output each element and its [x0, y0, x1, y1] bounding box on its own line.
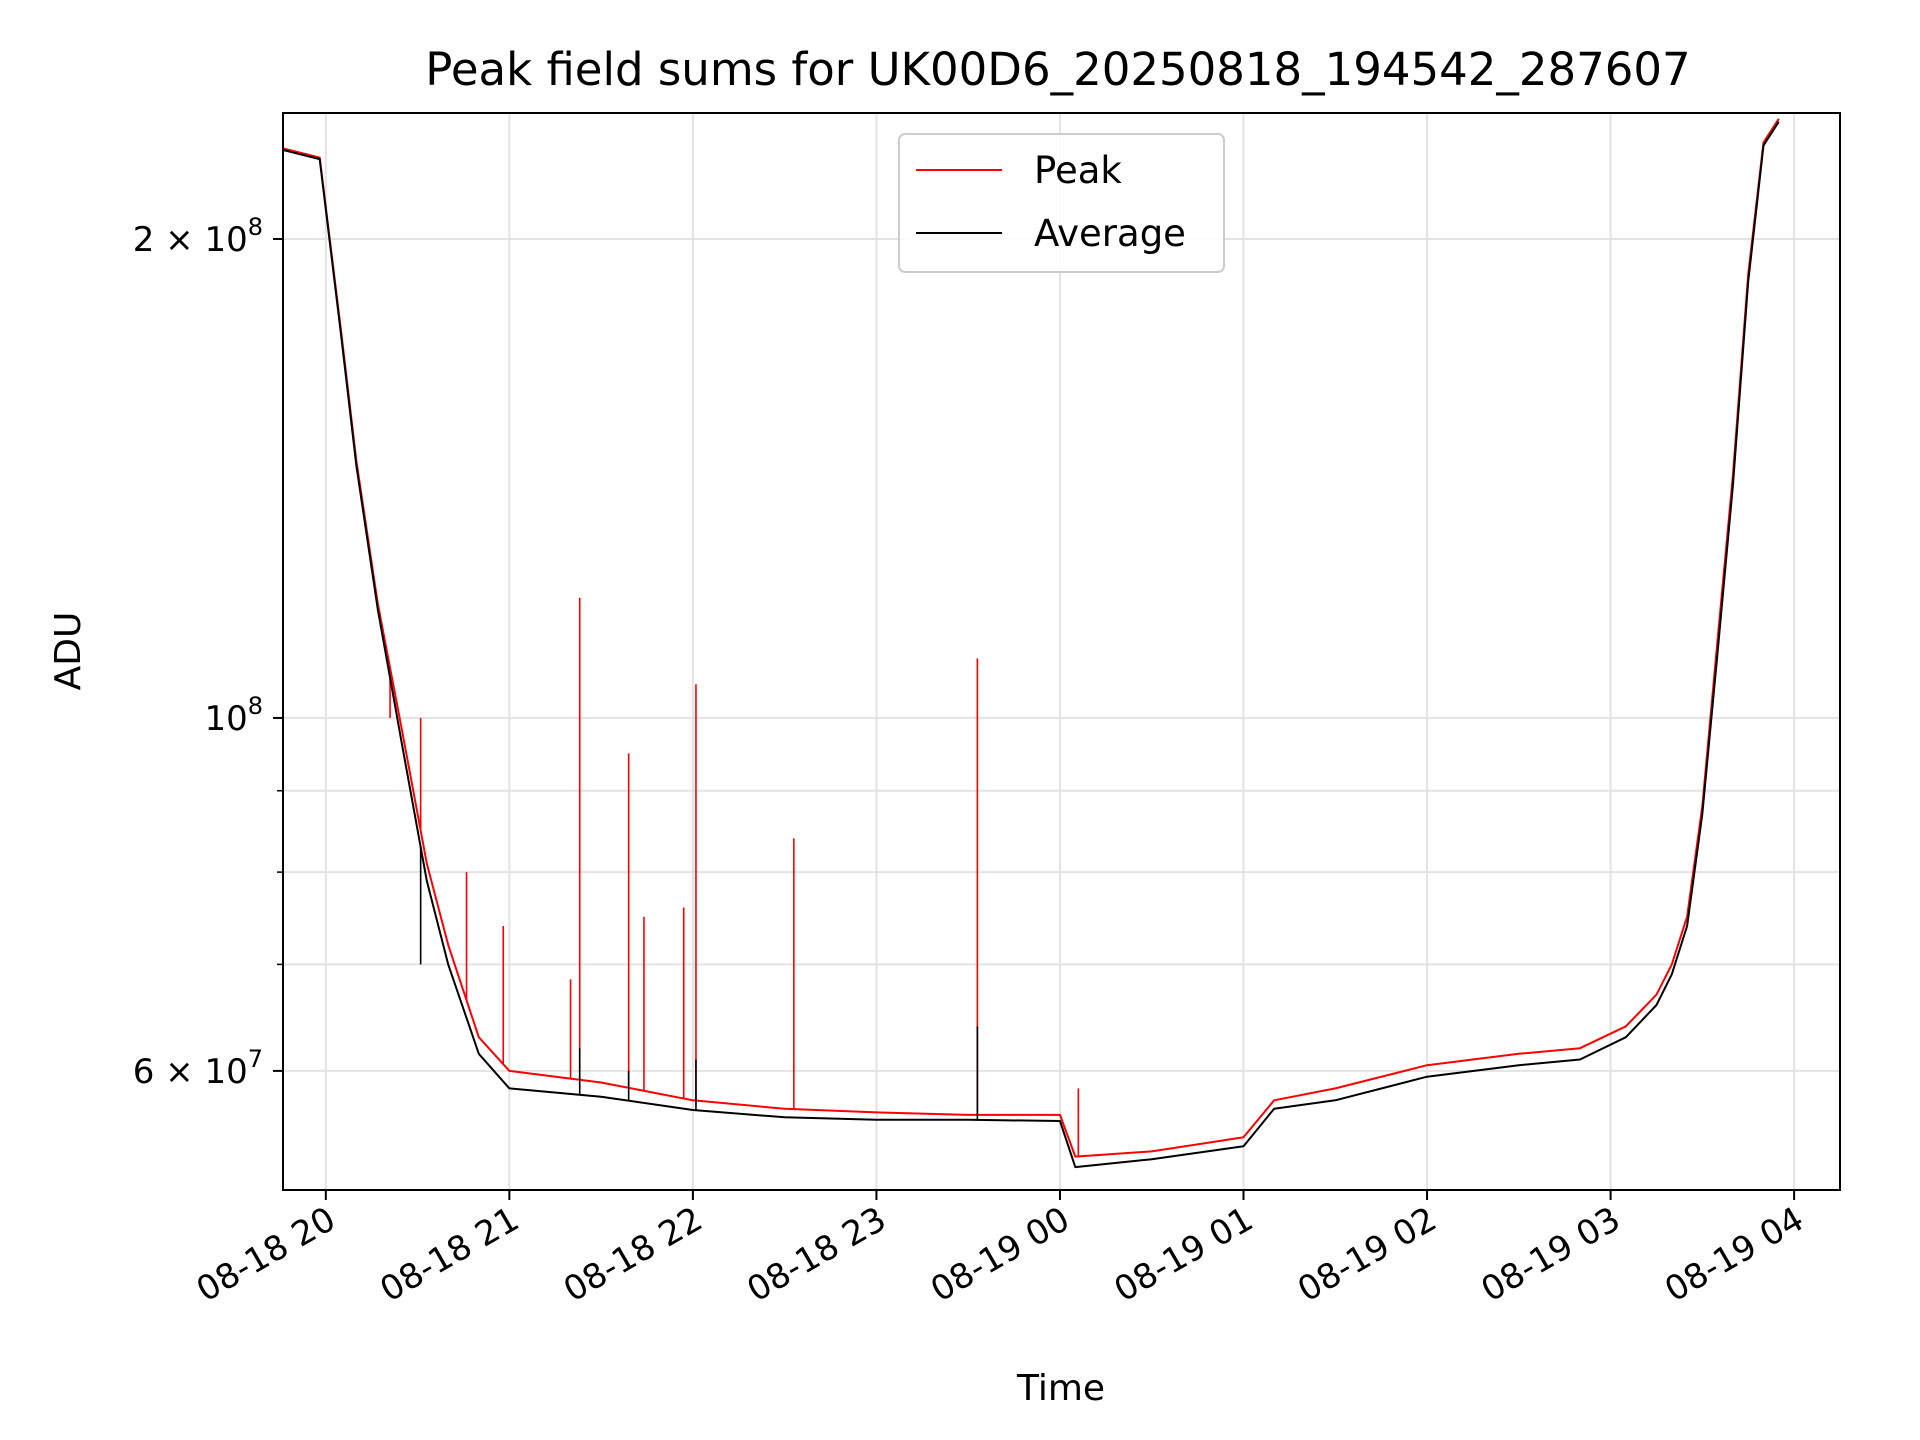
- series-line-peak: [283, 118, 1780, 1158]
- y-tick-exponent: 8: [248, 692, 263, 720]
- plot-frame: [282, 112, 1841, 1191]
- y-tick-mantissa: 2 × 10: [133, 220, 248, 260]
- y-tick-exponent: 7: [248, 1045, 263, 1073]
- x-axis-label: Time: [1016, 1368, 1105, 1409]
- y-tick-label: 108: [204, 692, 263, 739]
- series-line-average: [283, 121, 1780, 1169]
- chart-title: Peak field sums for UK00D6_20250818_1945…: [425, 43, 1690, 96]
- legend-label-average: Average: [1034, 212, 1186, 255]
- legend-box: [898, 133, 1225, 273]
- y-tick-label: 2 × 108: [133, 213, 263, 260]
- grid: [283, 113, 1840, 1190]
- y-axis-label: ADU: [48, 612, 89, 691]
- y-tick-mantissa: 10: [204, 699, 247, 739]
- legend-label-peak: Peak: [1034, 149, 1122, 192]
- y-tick-label: 6 × 107: [133, 1045, 263, 1092]
- series-area: [283, 118, 1780, 1169]
- y-tick-exponent: 8: [248, 213, 263, 241]
- y-tick-mantissa: 6 × 10: [133, 1052, 248, 1092]
- legend: Peak Average: [898, 133, 1225, 273]
